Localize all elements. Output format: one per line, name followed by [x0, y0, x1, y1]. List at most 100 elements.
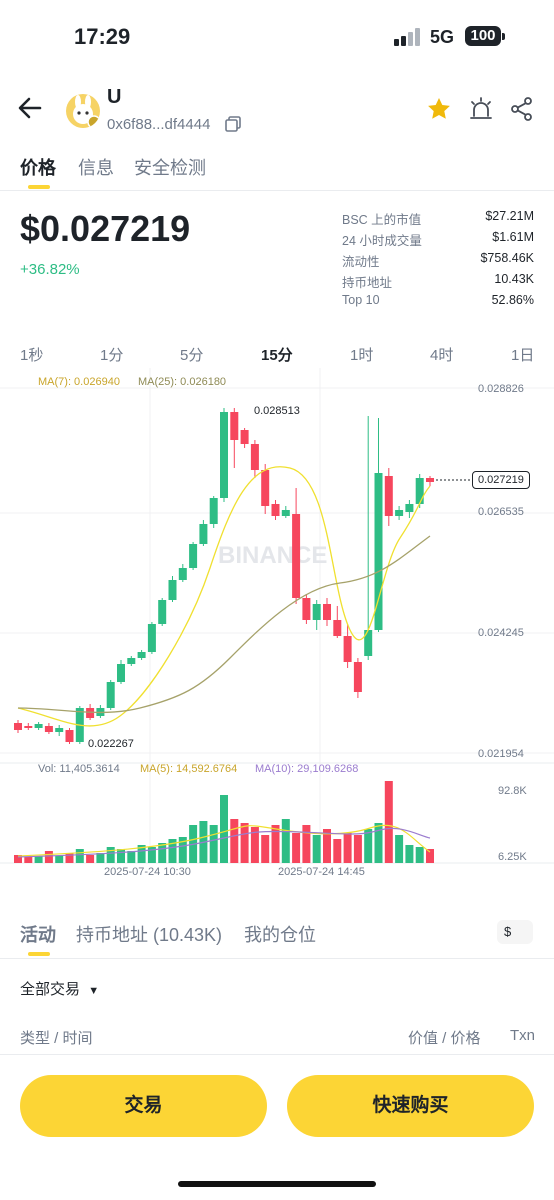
- tab-price[interactable]: 价格: [20, 158, 56, 178]
- volume-bar: [302, 825, 311, 863]
- volume-bar: [261, 835, 270, 863]
- stat-label-liquidity: 流动性: [342, 255, 380, 269]
- token-symbol: U: [107, 86, 122, 108]
- divider: [0, 1054, 554, 1055]
- share-icon[interactable]: [509, 96, 535, 122]
- candle: [230, 412, 239, 440]
- candle: [250, 444, 259, 470]
- current-price: $0.027219: [20, 208, 191, 249]
- volume-bar: [374, 823, 383, 863]
- volume-label: Vol: 11,405.3614: [38, 763, 120, 775]
- copy-icon[interactable]: [224, 115, 242, 133]
- candles: [14, 408, 434, 744]
- volume-bar: [405, 845, 414, 863]
- tab-security[interactable]: 安全检测: [134, 158, 206, 178]
- volume-ma-lines: [17, 824, 431, 858]
- quick-buy-button[interactable]: 快速购买: [287, 1075, 534, 1137]
- star-icon[interactable]: [426, 96, 452, 122]
- stat-value-top10: 52.86%: [491, 293, 534, 307]
- tab-info[interactable]: 信息: [78, 158, 114, 178]
- candle: [158, 600, 167, 624]
- candle: [271, 504, 280, 516]
- candle: [189, 544, 198, 568]
- tab-active-indicator: [28, 185, 50, 189]
- back-arrow-icon[interactable]: [16, 94, 44, 122]
- candle: [240, 430, 249, 444]
- timeframe-5m[interactable]: 5分: [180, 347, 204, 364]
- currency-toggle[interactable]: $: [497, 920, 533, 944]
- volume-bar: [312, 835, 321, 863]
- token-avatar: [66, 94, 100, 128]
- chart-grid: [0, 368, 554, 864]
- candle: [14, 723, 22, 730]
- candle: [86, 708, 95, 718]
- volume-tick: 6.25K: [498, 851, 527, 863]
- candle: [384, 476, 393, 516]
- volume-bar: [343, 833, 352, 863]
- current-price-tag: 0.027219: [472, 471, 530, 489]
- volume-bar: [323, 829, 331, 863]
- candle: [353, 662, 362, 692]
- timeframe-15m[interactable]: 15分: [261, 347, 293, 364]
- timeframe-1s[interactable]: 1秒: [20, 347, 44, 364]
- volume-bar: [384, 781, 393, 863]
- high-price-label: 0.028513: [254, 405, 300, 417]
- volume-bar: [137, 845, 146, 863]
- stat-label-mcap: BSC 上的市值: [342, 213, 422, 227]
- filter-dropdown[interactable]: 全部交易 ▼: [20, 978, 99, 999]
- volume-bar: [426, 849, 434, 863]
- caret-down-icon: ▼: [88, 985, 100, 997]
- candle: [147, 624, 156, 652]
- volume-bar: [158, 843, 167, 863]
- timeframe-1m[interactable]: 1分: [100, 347, 124, 364]
- timeframe-1h[interactable]: 1时: [350, 347, 374, 364]
- candle: [395, 510, 404, 516]
- candle: [312, 604, 321, 620]
- tab-holders[interactable]: 持币地址 (10.43K): [76, 925, 223, 945]
- x-tick: 2025-07-24 14:45: [278, 866, 365, 878]
- volume-bar: [117, 849, 125, 863]
- candle: [199, 524, 208, 544]
- candle: [209, 498, 218, 524]
- volume-bar: [271, 825, 280, 863]
- candle: [34, 724, 43, 728]
- candle: [426, 478, 434, 482]
- price-chart[interactable]: BINANCE: [0, 368, 554, 880]
- volume-bar: [127, 851, 136, 863]
- candle: [65, 730, 74, 742]
- volume-bar: [147, 847, 156, 863]
- candle: [364, 630, 373, 656]
- low-price-label: 0.022267: [88, 738, 134, 750]
- candle: [343, 636, 352, 662]
- volume-bar: [96, 853, 105, 863]
- ma7-line: [17, 466, 431, 727]
- stat-label-top10: Top 10: [342, 293, 380, 307]
- volume-bars: [14, 781, 434, 863]
- timeframe-4h[interactable]: 4时: [430, 347, 454, 364]
- candle: [220, 412, 228, 498]
- alert-icon[interactable]: [468, 96, 494, 122]
- chart-watermark: BINANCE: [218, 542, 327, 569]
- stat-value-liquidity: $758.46K: [480, 251, 534, 265]
- timeframe-1d[interactable]: 1日: [511, 347, 535, 364]
- volume-bar: [75, 849, 84, 863]
- ma-lines: [17, 466, 431, 727]
- trade-button[interactable]: 交易: [20, 1075, 267, 1137]
- volume-bar: [395, 835, 404, 863]
- volume-bar: [24, 857, 33, 863]
- candle: [292, 514, 301, 598]
- volume-bar: [168, 839, 177, 863]
- status-time: 17:29: [74, 24, 131, 49]
- volume-bar: [55, 856, 64, 863]
- tab-my-position[interactable]: 我的仓位: [244, 925, 316, 945]
- candle: [106, 682, 115, 708]
- volume-bar: [44, 851, 53, 863]
- volume-bar: [34, 856, 43, 863]
- stat-label-volume: 24 小时成交量: [342, 234, 422, 248]
- divider: [0, 190, 554, 191]
- volume-ma5-label: MA(5): 14,592.6764: [140, 763, 238, 775]
- volume-bar: [65, 853, 74, 863]
- ma25-line: [17, 535, 431, 714]
- y-tick: 0.028826: [478, 383, 524, 395]
- tab-activity[interactable]: 活动: [20, 925, 56, 945]
